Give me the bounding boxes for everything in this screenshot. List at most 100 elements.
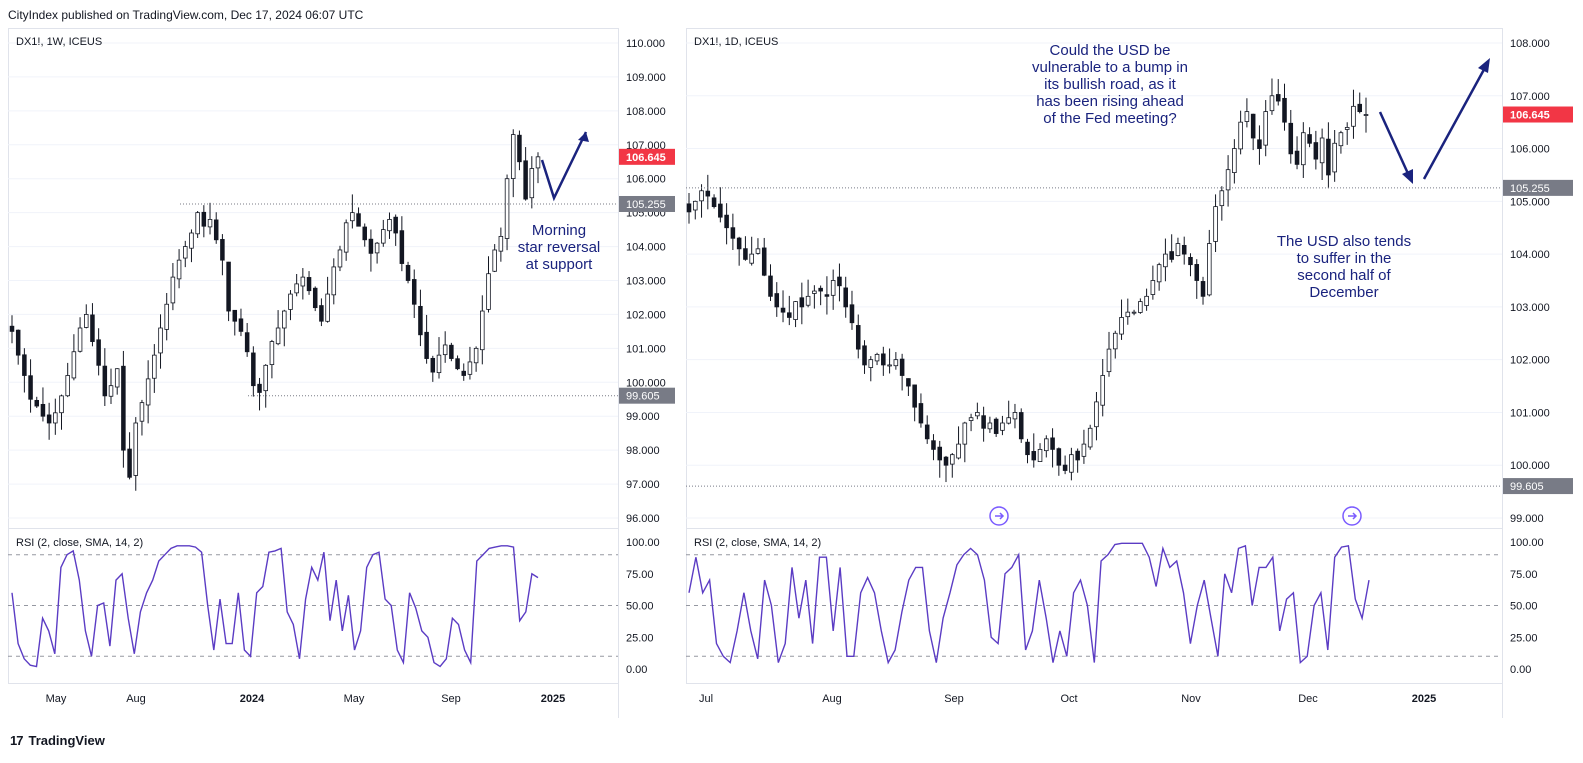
time-tick-label: Aug	[126, 693, 146, 705]
candle-body	[1075, 450, 1080, 461]
candle-body	[102, 365, 108, 397]
candle-body	[774, 293, 780, 308]
candle-body	[956, 443, 961, 459]
daily-chart-panel[interactable]: 108.000 107.000 106.000 105.000 104.000 103.0…	[686, 28, 1576, 720]
candle-body	[393, 216, 398, 234]
time-tick-label: May	[344, 693, 365, 705]
candle-body	[1100, 375, 1106, 406]
candle-body	[108, 385, 114, 397]
candle-body	[133, 422, 139, 476]
tradingview-footer[interactable]: 17 TradingView	[10, 733, 105, 748]
candle-body	[1112, 332, 1118, 350]
price-level-label: 99.605	[626, 391, 660, 403]
annotation-text-top: vulnerable to a bump in	[1032, 59, 1188, 76]
candle-body	[1181, 244, 1187, 255]
candle-body	[9, 325, 15, 332]
candle-body	[504, 178, 510, 239]
candle-body	[918, 403, 924, 424]
price-tick-label: 103.000	[1510, 302, 1550, 314]
candle-body	[887, 364, 892, 367]
price-tick-label: 98.000	[626, 445, 660, 457]
candle-body	[711, 197, 717, 208]
candle-body	[755, 248, 761, 254]
candle-body	[356, 213, 361, 227]
price-tick-label: 101.000	[1510, 407, 1550, 419]
candle-body	[405, 264, 411, 281]
last-price-label: 106.645	[626, 152, 666, 164]
time-tick-label: Dec	[1298, 693, 1318, 705]
candle-body	[244, 332, 250, 353]
candle-body	[987, 422, 993, 430]
candle-body	[22, 354, 27, 376]
candle-body	[830, 280, 836, 296]
candle-body	[718, 203, 723, 218]
candle-body	[962, 422, 968, 445]
candle-body	[1156, 264, 1162, 283]
rsi-tick-label: 50.00	[1510, 601, 1538, 613]
annotation-text-bottom: December	[1309, 284, 1378, 301]
annotation-text-bottom: to suffer in the	[1297, 250, 1392, 267]
candle-body	[981, 415, 986, 429]
candle-body	[368, 238, 374, 254]
price-level-badge	[1503, 478, 1573, 495]
candle-body	[467, 361, 473, 375]
candle-body	[176, 259, 182, 280]
candle-body	[480, 310, 485, 351]
candle-body	[849, 304, 855, 324]
candle-body	[195, 212, 200, 235]
candle-body	[899, 358, 905, 376]
candle-body	[486, 273, 491, 310]
candle-body	[686, 203, 692, 213]
candle-body	[442, 344, 448, 356]
candle-body	[692, 200, 698, 211]
candle-body	[868, 359, 874, 368]
annotation-text-top: of the Fed meeting?	[1043, 110, 1176, 127]
down-arrowhead	[1402, 169, 1413, 184]
event-marker-arrow-icon	[995, 512, 1005, 520]
candle-body	[1106, 348, 1112, 373]
candle-body	[1225, 169, 1231, 191]
candle-body	[968, 417, 974, 421]
candle-body	[1006, 417, 1011, 424]
candle-body	[331, 266, 337, 296]
last-price-badge	[1503, 106, 1573, 123]
time-tick-label: Sep	[441, 693, 461, 705]
annotation-text: at support	[526, 256, 594, 273]
candle-body	[975, 412, 980, 417]
candle-body	[1282, 97, 1287, 123]
candle-body	[1219, 190, 1225, 207]
candle-body	[535, 156, 541, 169]
candle-body	[1175, 243, 1181, 256]
weekly-chart-panel[interactable]: 110.000 109.000 108.000 107.000 106.000 105.0…	[8, 28, 680, 720]
candle-body	[743, 248, 748, 260]
candle-body	[906, 378, 911, 387]
candle-body	[529, 168, 535, 199]
time-tick-label: Nov	[1181, 693, 1201, 705]
rsi-line	[688, 542, 1370, 665]
candle-body	[207, 219, 213, 228]
candle-body	[59, 395, 64, 414]
weekly-chart-svg[interactable]: 110.000109.000108.000107.000106.000105.0…	[8, 28, 680, 720]
candle-body	[164, 303, 169, 330]
candle-body	[949, 454, 955, 465]
candle-body	[1087, 427, 1093, 448]
price-tick-label: 105.000	[1510, 196, 1550, 208]
candle-body	[220, 239, 225, 261]
candle-body	[461, 370, 466, 376]
candle-body	[213, 219, 219, 241]
price-level-badge	[1503, 179, 1573, 196]
candle-body	[1150, 280, 1156, 295]
candle-body	[263, 364, 268, 392]
candle-body	[837, 276, 842, 287]
rsi-tick-label: 75.00	[1510, 569, 1538, 581]
price-tick-label: 99.000	[626, 411, 660, 423]
candle-body	[812, 290, 817, 294]
daily-chart-svg[interactable]: 108.000 107.000 106.000 105.000 104.000 103.0…	[686, 28, 1576, 720]
candle-body	[1194, 264, 1200, 281]
candle-body	[40, 403, 46, 417]
candle-body	[139, 402, 145, 422]
time-tick-label: Jul	[699, 693, 713, 705]
candle-body	[1294, 150, 1300, 165]
candle-body	[761, 247, 767, 276]
candle-body	[1069, 454, 1074, 473]
